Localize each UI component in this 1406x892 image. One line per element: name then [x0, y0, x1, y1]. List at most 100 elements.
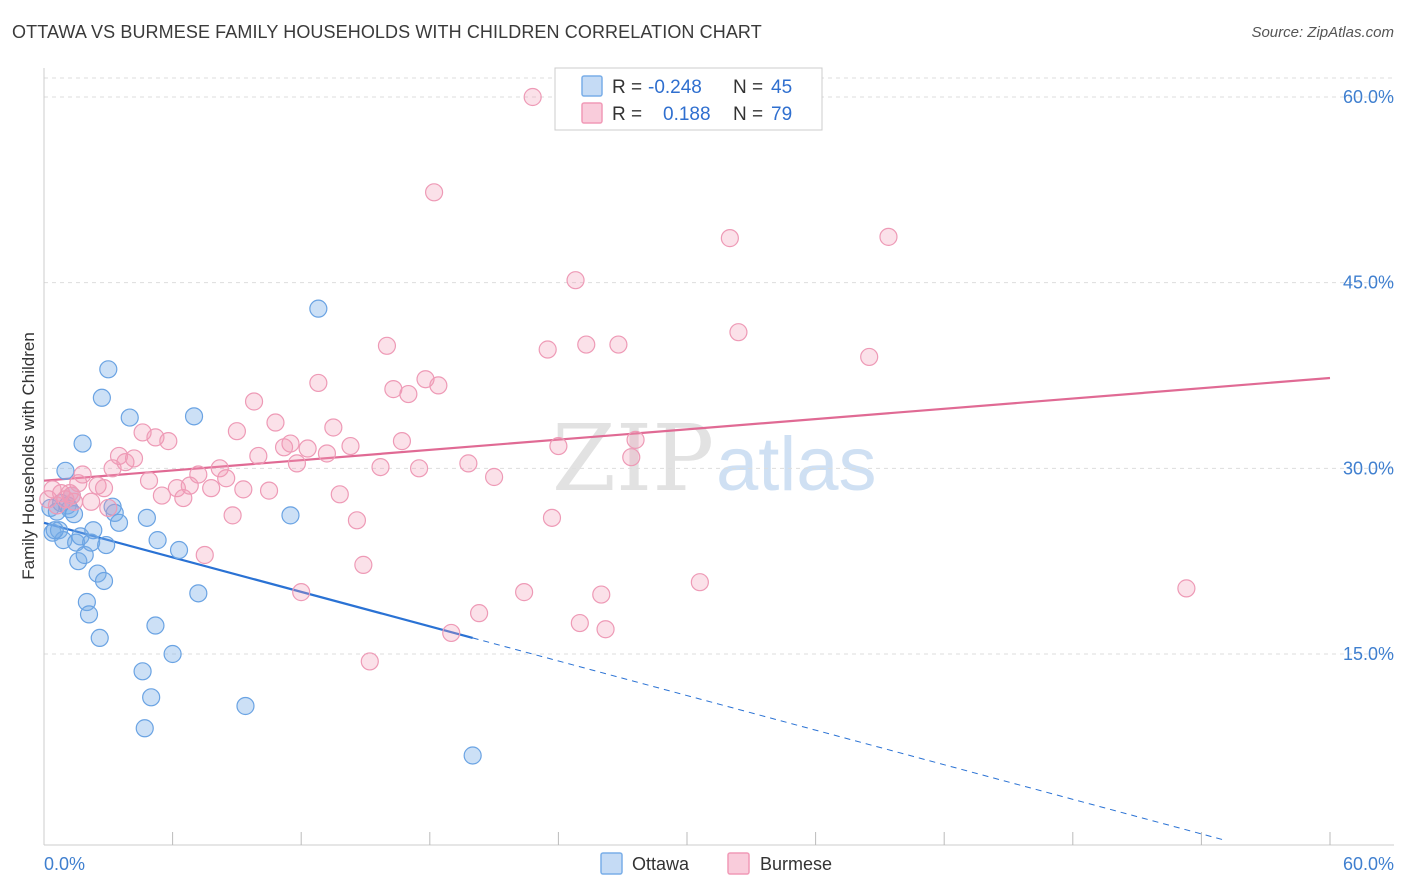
point-burmese-78	[720, 229, 739, 248]
point-ottawa-43	[463, 746, 482, 765]
point-burmese-81	[879, 227, 898, 246]
watermark-atlas: atlas	[716, 422, 877, 507]
point-burmese-80	[860, 347, 879, 367]
point-ottawa-6	[56, 461, 75, 480]
point-burmese-58	[424, 183, 444, 202]
point-burmese-70	[570, 613, 589, 633]
y-tick-label-60: 60.0%	[1343, 87, 1394, 107]
trendline-burmese	[43, 376, 1331, 482]
y-tick-label-45: 45.0%	[1343, 273, 1394, 293]
gridlines	[44, 77, 1394, 655]
point-burmese-72	[592, 585, 611, 604]
point-ottawa-17	[79, 605, 99, 624]
point-ottawa-38	[184, 407, 204, 426]
top-legend: R = -0.248 N = 45 R = 0.188 N = 79	[554, 67, 823, 131]
point-burmese-12	[94, 479, 114, 498]
point-burmese-76	[626, 430, 645, 449]
chart-title: OTTAWA VS BURMESE FAMILY HOUSEHOLDS WITH…	[12, 22, 762, 42]
point-ottawa-25	[99, 360, 118, 379]
point-ottawa-36	[163, 644, 182, 664]
x-tick-label-0: 0.0%	[44, 854, 85, 874]
point-burmese-56	[409, 459, 429, 478]
point-ottawa-44	[45, 521, 64, 540]
point-burmese-69	[566, 271, 585, 290]
point-burmese-17	[124, 449, 144, 468]
point-burmese-33	[234, 480, 253, 499]
point-burmese-10	[82, 492, 101, 511]
point-burmese-26	[189, 465, 208, 484]
point-ottawa-29	[120, 408, 139, 427]
trendline-ottawa-extension	[472, 637, 1223, 841]
point-burmese-67	[542, 508, 562, 527]
point-burmese-73	[596, 620, 615, 639]
point-burmese-22	[159, 432, 178, 451]
point-ottawa-23	[94, 571, 114, 591]
point-burmese-49	[354, 555, 373, 574]
point-ottawa-31	[135, 719, 154, 738]
point-burmese-63	[485, 467, 504, 487]
point-ottawa-14	[73, 434, 92, 453]
point-burmese-32	[227, 422, 246, 441]
point-burmese-7	[64, 492, 84, 511]
point-burmese-48	[347, 511, 367, 530]
point-burmese-53	[384, 380, 403, 399]
point-burmese-50	[360, 652, 379, 671]
point-burmese-62	[469, 604, 489, 623]
watermark-zip: ZIP	[552, 405, 714, 512]
point-burmese-37	[266, 413, 285, 432]
point-burmese-28	[202, 479, 221, 498]
point-ottawa-35	[148, 531, 167, 550]
point-burmese-71	[577, 335, 596, 354]
point-burmese-34	[244, 392, 264, 411]
point-ottawa-22	[92, 388, 111, 407]
point-burmese-40	[287, 454, 307, 473]
point-burmese-21	[152, 486, 171, 505]
point-burmese-79	[729, 323, 748, 342]
point-burmese-54	[392, 432, 412, 451]
x-axis-ticks	[172, 832, 1331, 845]
bottom-legend-swatch-burmese	[727, 852, 750, 875]
bottom-legend-swatch-ottawa	[600, 852, 623, 875]
point-burmese-30	[217, 469, 236, 488]
legend-r-value-burmese: 0.188	[663, 104, 711, 125]
bottom-legend-label-ottawa: Ottawa	[632, 854, 690, 874]
legend-n-value-ottawa: 45	[771, 77, 792, 98]
point-burmese-8	[69, 474, 88, 493]
point-burmese-64	[515, 583, 534, 602]
point-burmese-60	[442, 623, 461, 643]
bottom-legend-label-burmese: Burmese	[760, 854, 832, 874]
point-burmese-52	[377, 336, 397, 355]
point-burmese-41	[292, 583, 311, 602]
point-ottawa-40	[236, 696, 255, 716]
point-burmese-44	[317, 444, 337, 463]
point-burmese-51	[371, 457, 390, 477]
point-burmese-13	[99, 498, 118, 518]
y-tick-label-30: 30.0%	[1343, 458, 1394, 478]
point-ottawa-19	[84, 521, 103, 540]
point-ottawa-28	[109, 513, 129, 532]
y-tick-labels: 15.0% 30.0% 45.0% 60.0%	[1343, 87, 1394, 664]
y-axis-title: Family Households with Children	[19, 332, 38, 580]
trendlines	[43, 376, 1331, 841]
point-ottawa-21	[90, 628, 109, 648]
legend-n-label-burmese: N =	[733, 104, 763, 125]
point-burmese-47	[341, 436, 360, 456]
point-burmese-39	[281, 434, 300, 453]
point-ottawa-42	[309, 299, 328, 318]
x-tick-label-1: 60.0%	[1343, 854, 1394, 874]
legend-r-label-ottawa: R =	[612, 77, 642, 98]
point-burmese-61	[459, 454, 478, 473]
point-ottawa-37	[169, 540, 189, 560]
point-ottawa-32	[137, 508, 156, 527]
point-ottawa-39	[189, 584, 208, 603]
point-burmese-77	[690, 573, 709, 592]
point-burmese-45	[324, 418, 343, 437]
point-burmese-31	[223, 506, 242, 525]
point-burmese-66	[538, 340, 557, 359]
point-ottawa-33	[142, 688, 161, 707]
point-ottawa-41	[281, 506, 300, 525]
point-burmese-19	[139, 471, 159, 490]
point-burmese-75	[622, 448, 641, 467]
legend-swatch-burmese	[581, 102, 603, 124]
